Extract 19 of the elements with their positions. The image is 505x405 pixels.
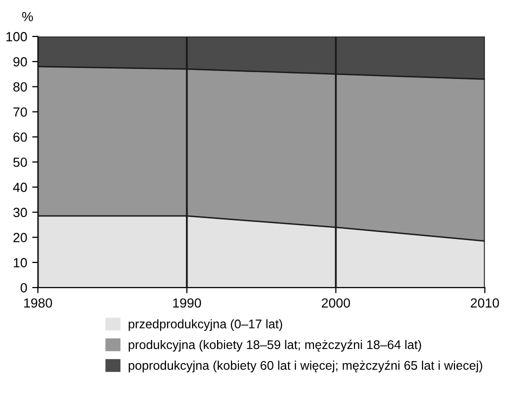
y-tick-label: 40	[13, 182, 27, 192]
legend-label: produkcyjna (kobiety 18–59 lat; mężczyźni 18–64 lat)	[128, 340, 422, 352]
y-tick-label: 30	[13, 208, 27, 218]
y-tick-label: 80	[13, 82, 27, 92]
y-tick-label: 70	[13, 107, 27, 117]
y-tick-label: 50	[13, 158, 27, 167]
legend-label: przedprodukcyjna (0–17 lat)	[128, 319, 282, 331]
legend-label: poprodukcyjna (kobiety 60 lat i więcej; mężczyźni 65 lat i wiecej)	[128, 360, 482, 372]
y-tick-label: 0	[20, 283, 27, 292]
y-tick-label: 90	[13, 57, 27, 66]
y-tick-label: 20	[13, 232, 27, 242]
x-tick-label: 1980	[24, 298, 52, 308]
y-tick-label: 10	[14, 258, 27, 268]
y-tick-label: 60	[13, 132, 27, 142]
x-tick-label: 2010	[470, 298, 499, 308]
x-tick-label: 2000	[322, 298, 350, 308]
x-tick-label: 1990	[173, 298, 202, 308]
y-tick-label: 100	[6, 32, 27, 42]
y-axis-title: %	[22, 12, 33, 22]
